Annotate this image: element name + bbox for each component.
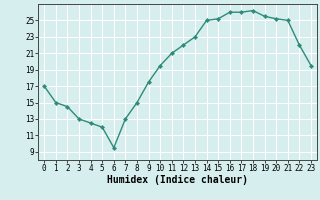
X-axis label: Humidex (Indice chaleur): Humidex (Indice chaleur) [107, 175, 248, 185]
